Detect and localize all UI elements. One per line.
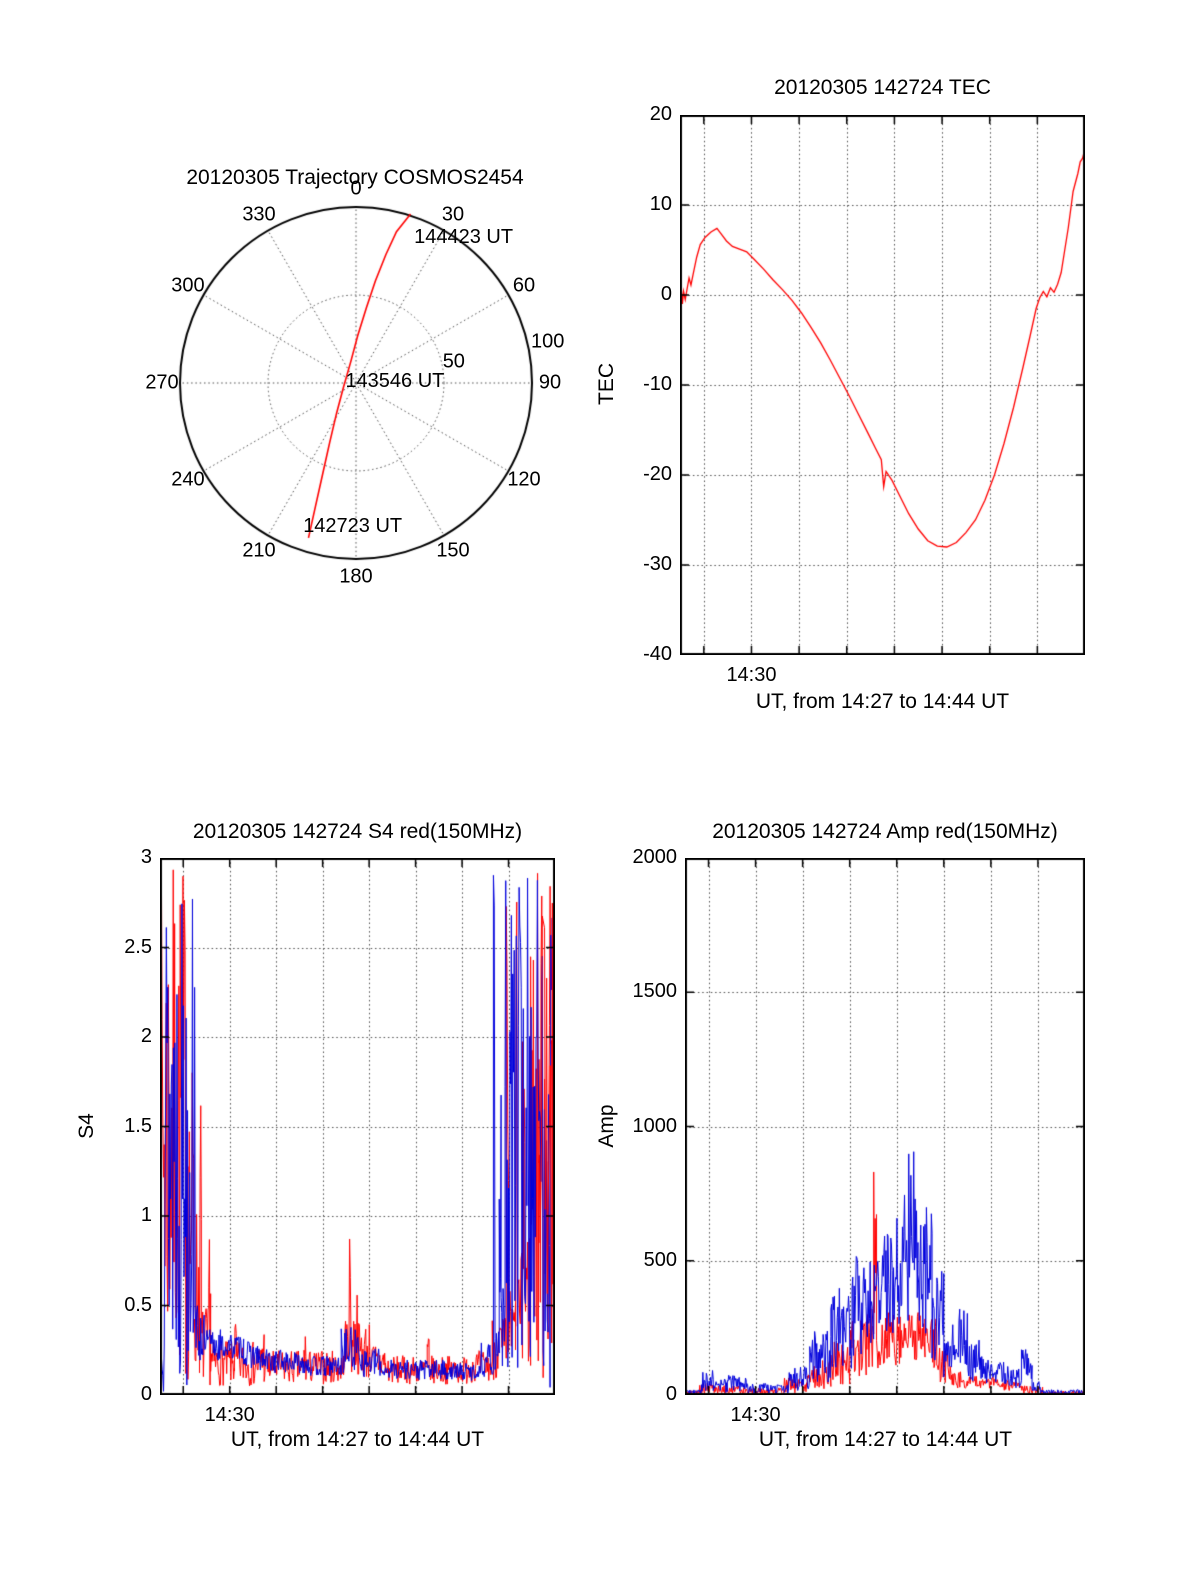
y-tick-label: -20: [643, 463, 672, 485]
polar-azimuth-label: 270: [145, 371, 179, 394]
s4-chart-canvas: [160, 858, 555, 1395]
x-tick-label: 14:30: [726, 664, 777, 686]
polar-azimuth-label: 90: [538, 371, 562, 394]
polar-azimuth-label: 240: [171, 468, 205, 491]
y-tick-label: 0: [140, 1383, 152, 1405]
amp-chart-title: 20120305 142724 Amp red(150MHz): [712, 820, 1058, 843]
y-tick-label: -10: [643, 373, 672, 395]
s4-chart-title: 20120305 142724 S4 red(150MHz): [192, 820, 523, 843]
polar-radial-label: 50: [442, 350, 465, 373]
polar-radial-label: 100: [531, 330, 565, 353]
polar-azimuth-label: 210: [242, 539, 276, 562]
y-tick-label: 1.5: [124, 1114, 152, 1137]
x-tick-label: 14:30: [730, 1404, 781, 1426]
y-tick-label: -30: [643, 553, 672, 575]
y-tick-label: 0.5: [124, 1293, 152, 1316]
trajectory-time-annotation: 144423 UT: [414, 225, 514, 248]
polar-azimuth-label: 30: [441, 203, 465, 226]
amp-y-axis-label: Amp: [595, 1104, 618, 1148]
y-tick-label: 10: [649, 193, 672, 215]
y-tick-label: 20: [649, 103, 672, 125]
polar-azimuth-label: 60: [512, 274, 536, 297]
polar-azimuth-label: 150: [436, 539, 470, 562]
polar-azimuth-label: 0: [350, 177, 362, 200]
trajectory-time-annotation: 142723 UT: [303, 514, 403, 537]
s4-x-axis-label: UT, from 14:27 to 14:44 UT: [230, 1428, 485, 1451]
tec-x-axis-label: UT, from 14:27 to 14:44 UT: [755, 690, 1010, 713]
polar-azimuth-label: 330: [242, 203, 276, 226]
y-tick-label: 1500: [632, 980, 678, 1003]
y-tick-label: 1000: [632, 1114, 678, 1137]
y-tick-label: 1: [140, 1204, 152, 1226]
amp-chart-canvas: [685, 858, 1085, 1395]
y-tick-label: -40: [643, 643, 672, 665]
tec-chart-canvas: [680, 115, 1085, 655]
y-tick-label: 0: [665, 1383, 677, 1405]
amp-x-axis-label: UT, from 14:27 to 14:44 UT: [758, 1428, 1013, 1451]
trajectory-chart-canvas: [135, 150, 575, 620]
polar-azimuth-label: 120: [507, 468, 541, 491]
tec-chart-title: 20120305 142724 TEC: [774, 76, 991, 99]
y-tick-label: 3: [140, 846, 152, 868]
polar-azimuth-label: 180: [339, 565, 373, 588]
y-tick-label: 2000: [632, 846, 678, 868]
polar-azimuth-label: 300: [171, 274, 205, 297]
y-tick-label: 2.5: [124, 935, 152, 958]
x-tick-label: 14:30: [204, 1404, 255, 1426]
y-tick-label: 2: [140, 1025, 152, 1047]
trajectory-time-annotation: 143546 UT: [345, 370, 445, 393]
y-tick-label: 0: [660, 283, 672, 305]
y-tick-label: 500: [643, 1248, 677, 1271]
